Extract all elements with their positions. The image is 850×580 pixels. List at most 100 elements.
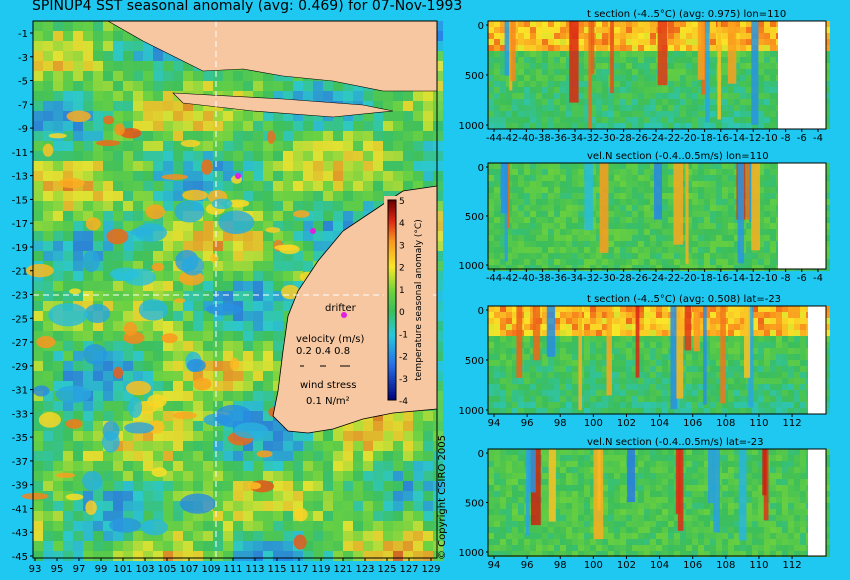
depth-tick-label: 500 [465, 499, 484, 510]
velocity-legend-title: velocity (m/s) [296, 334, 364, 345]
section-x-tick-label: -32 [583, 273, 599, 284]
colorbar-tick-label: -4 [399, 397, 408, 407]
depth-tick-label: 0 [478, 163, 484, 174]
main-map-title: SPINUP4 SST seasonal anomaly (avg: 0.469… [32, 0, 463, 14]
section-x-tick-label: -12 [745, 133, 761, 144]
section-x-tick-label: -24 [648, 133, 664, 144]
section-x-tick-label: -14 [729, 133, 745, 144]
lat-tick-label: -3 [18, 53, 28, 64]
section-x-tick-label: 98 [554, 560, 567, 571]
depth-tick-label: 500 [465, 71, 484, 82]
lon-tick-label: 117 [289, 564, 308, 575]
depth-tick-label: 1000 [459, 261, 484, 272]
section-x-tick-label: 104 [650, 560, 669, 571]
section-x-tick-label: -26 [632, 133, 648, 144]
section-x-tick-label: -44 [486, 273, 502, 284]
depth-tick-label: 1000 [459, 121, 484, 132]
depth-tick-label: 1000 [459, 548, 484, 559]
lon-tick-label: 111 [223, 564, 242, 575]
drifter-legend-label: drifter [325, 303, 357, 314]
depth-tick-label: 0 [478, 21, 484, 32]
section-x-tick-label: 108 [716, 560, 735, 571]
section-x-tick-label: 106 [683, 560, 702, 571]
section-x-tick-label: -18 [696, 133, 712, 144]
section-x-tick-label: -8 [781, 273, 791, 284]
lat-tick-label: -25 [12, 314, 28, 325]
lat-tick-label: -17 [12, 219, 28, 230]
section-x-tick-label: -22 [664, 133, 680, 144]
section-x-tick-label: -34 [567, 273, 583, 284]
section-x-tick-label: -4 [813, 273, 823, 284]
section-x-tick-label: -8 [781, 133, 791, 144]
section-x-tick-label: -22 [664, 273, 680, 284]
section-title: t section (-4..5°C) (avg: 0.508) lat=-23 [587, 294, 781, 305]
colorbar-tick-label: 2 [399, 264, 405, 274]
section-x-tick-label: -14 [729, 273, 745, 284]
section-x-tick-label: -16 [713, 133, 729, 144]
section-x-tick-label: 110 [749, 418, 768, 429]
lat-tick-label: -15 [12, 195, 28, 206]
section-x-tick-label: 112 [783, 418, 802, 429]
lon-tick-label: 129 [421, 564, 440, 575]
section-x-tick-label: 106 [683, 418, 702, 429]
wind-legend-title: wind stress [300, 380, 356, 391]
section-panel [487, 305, 830, 415]
section-title: vel.N section (-0.4..0.5m/s) lon=110 [587, 151, 769, 162]
section-x-tick-label: -44 [486, 133, 502, 144]
section-x-tick-label: 102 [617, 418, 636, 429]
colorbar-tick-label: 3 [399, 241, 405, 251]
lat-tick-label: -21 [12, 267, 28, 278]
lat-tick-label: -11 [12, 148, 28, 159]
lon-tick-label: 103 [135, 564, 154, 575]
section-x-tick-label: 94 [488, 560, 501, 571]
depth-tick-label: 500 [465, 212, 484, 223]
section-title: vel.N section (-0.4..0.5m/s) lat=-23 [587, 437, 764, 448]
section-x-tick-label: -16 [713, 273, 729, 284]
lat-tick-label: -7 [18, 100, 28, 111]
colorbar-tick-label: 0 [399, 308, 405, 318]
lon-tick-label: 101 [113, 564, 132, 575]
lon-tick-label: 119 [311, 564, 330, 575]
lon-tick-label: 97 [73, 564, 86, 575]
section-x-tick-label: 102 [617, 560, 636, 571]
lat-tick-label: -27 [12, 338, 28, 349]
lat-tick-label: -31 [12, 386, 28, 397]
section-x-tick-label: -28 [615, 133, 631, 144]
depth-tick-label: 0 [478, 306, 484, 317]
colorbar-tick-label: 4 [399, 219, 405, 229]
section-x-tick-label: -30 [599, 133, 615, 144]
lon-tick-label: 109 [201, 564, 220, 575]
lat-tick-label: -37 [12, 457, 28, 468]
section-x-tick-label: -40 [518, 133, 534, 144]
section-x-tick-label: -36 [551, 133, 567, 144]
section-x-tick-label: 96 [521, 560, 534, 571]
section-x-tick-label: 112 [783, 560, 802, 571]
section-panel [487, 162, 830, 271]
section-x-tick-label: -28 [615, 273, 631, 284]
section-x-tick-label: 100 [584, 418, 603, 429]
depth-tick-label: 1000 [459, 406, 484, 417]
section-x-tick-label: 110 [749, 560, 768, 571]
section-x-tick-label: -32 [583, 133, 599, 144]
lat-tick-label: -33 [12, 409, 28, 420]
lat-tick-label: -45 [12, 552, 28, 563]
section-x-tick-label: 98 [554, 418, 567, 429]
lon-tick-label: 127 [399, 564, 418, 575]
lat-tick-label: -9 [18, 124, 28, 135]
lat-tick-label: -43 [12, 528, 28, 539]
section-panel [487, 20, 830, 130]
lat-tick-label: -23 [12, 291, 28, 302]
section-x-tick-label: 104 [650, 418, 669, 429]
section-x-tick-label: -18 [696, 273, 712, 284]
section-x-tick-label: 108 [716, 418, 735, 429]
drifter-legend-marker [341, 312, 347, 318]
lesser-sunda-islands [172, 92, 394, 118]
colorbar-tick-label: 5 [399, 197, 405, 207]
lat-tick-label: -29 [12, 362, 28, 373]
velocity-legend-scale: 0.2 0.4 0.8 [296, 346, 350, 357]
section-x-tick-label: -12 [745, 273, 761, 284]
section-x-tick-label: -42 [502, 273, 518, 284]
lon-tick-label: 99 [95, 564, 108, 575]
lon-tick-label: 93 [29, 564, 42, 575]
